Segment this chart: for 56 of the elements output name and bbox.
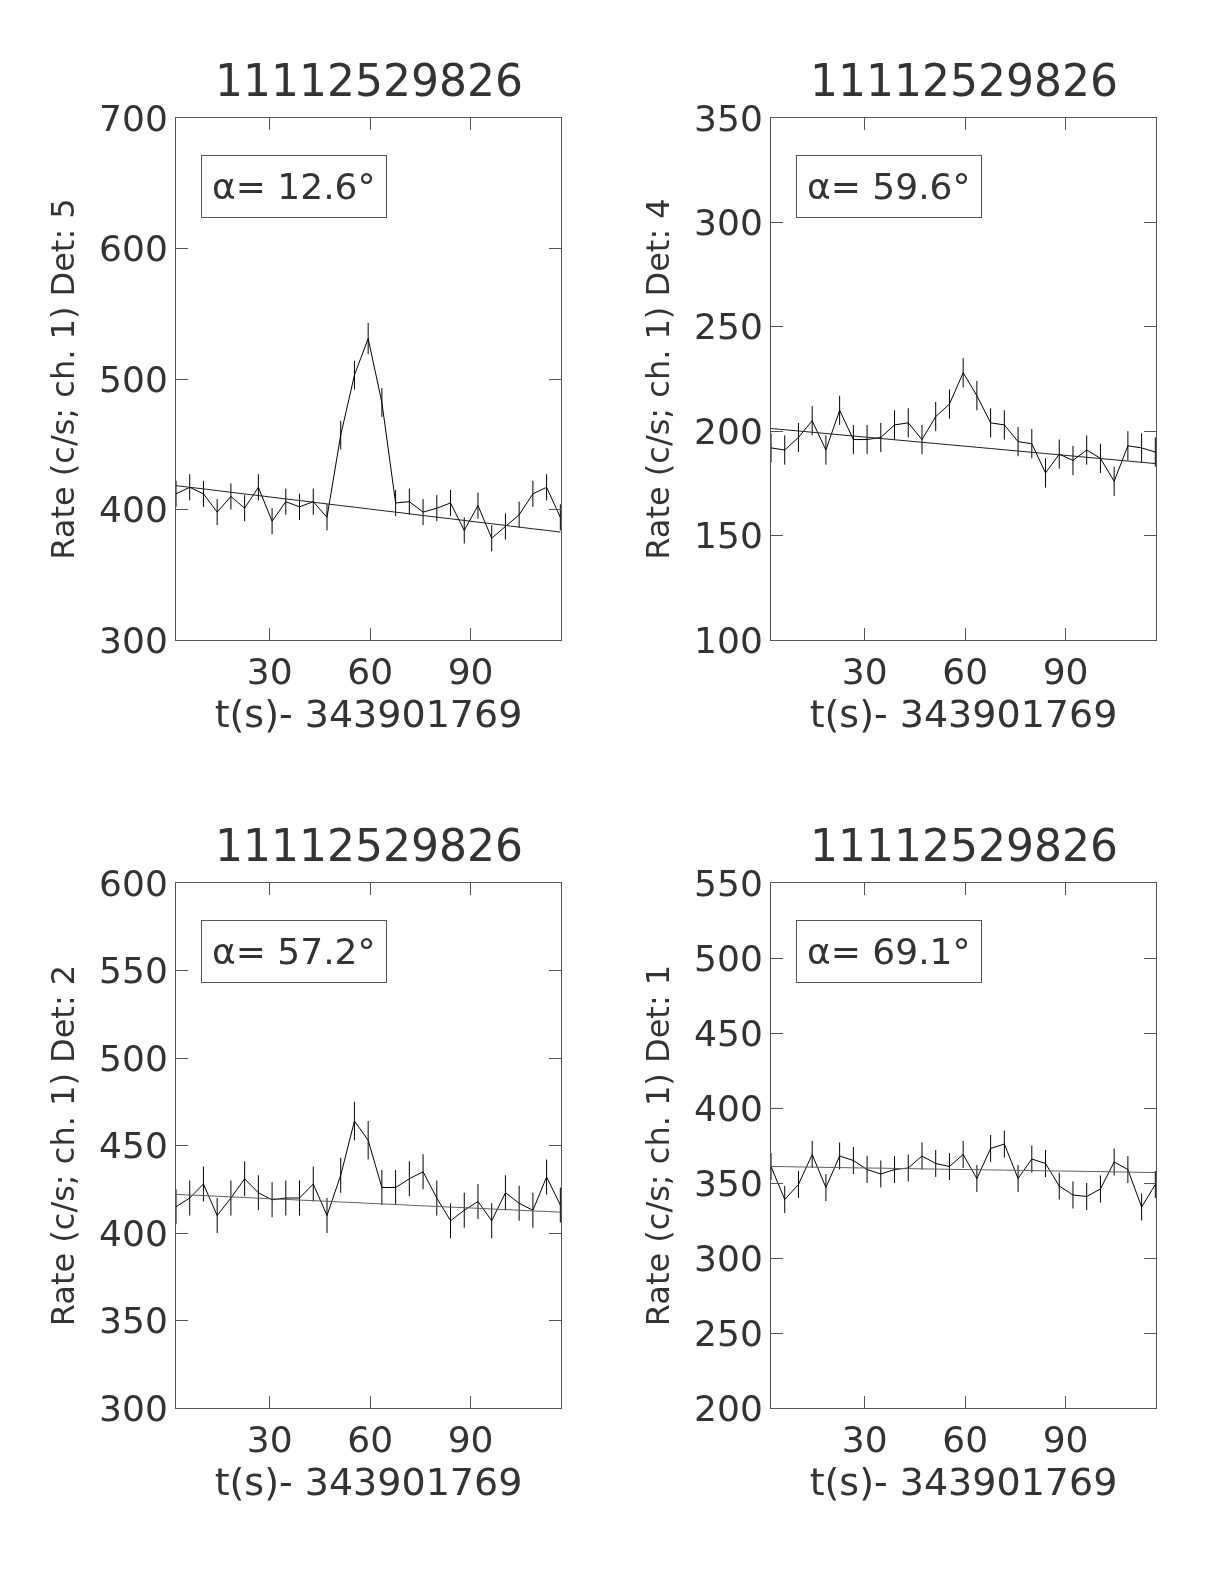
y-tick-label: 350 [694, 97, 763, 139]
y-tick-label: 500 [694, 937, 763, 979]
y-tick-label: 700 [99, 97, 168, 139]
y-axis-title: Rate (c/s; ch. 1) Det: 1 [639, 964, 678, 1327]
y-tick-label: 300 [694, 202, 763, 243]
x-tick-label: 60 [942, 651, 989, 693]
y-tick-label: 400 [99, 489, 168, 531]
y-tick-label: 400 [694, 1087, 763, 1129]
y-tick-label: 550 [694, 862, 763, 904]
annotation: α= 12.6° [212, 166, 376, 207]
y-tick-label: 350 [99, 1300, 168, 1342]
line-series [771, 427, 1156, 465]
x-axis-title: t(s)- 343901769 [214, 692, 523, 737]
y-tick-label: 250 [694, 306, 763, 348]
y-tick-label: 550 [99, 950, 168, 992]
x-tick-label: 90 [1042, 651, 1089, 693]
y-tick-label: 600 [99, 228, 168, 270]
y-tick-label: 200 [694, 410, 763, 452]
y-tick-label: 200 [694, 1387, 763, 1429]
x-tick-label: 90 [447, 651, 494, 693]
y-tick-label: 600 [99, 862, 168, 904]
y-tick-label: 300 [694, 1237, 763, 1279]
annotation: α= 69.1° [807, 931, 971, 972]
y-axis-title: Rate (c/s; ch. 1) Det: 5 [44, 198, 83, 560]
x-axis-title: t(s)- 343901769 [809, 1460, 1118, 1505]
x-tick-label: 90 [1042, 1419, 1089, 1461]
x-tick-label: 60 [942, 1419, 989, 1461]
y-tick-label: 500 [99, 1037, 168, 1079]
x-tick-label: 30 [841, 651, 888, 693]
x-axis-title: t(s)- 343901769 [214, 1460, 523, 1505]
x-tick-label: 60 [347, 1419, 394, 1461]
x-tick-label: 90 [447, 1419, 494, 1461]
x-axis-title: t(s)- 343901769 [809, 692, 1118, 737]
y-tick-label: 400 [99, 1212, 168, 1254]
y-axis-title: Rate (c/s; ch. 1) Det: 4 [639, 198, 678, 560]
annotation: α= 59.6° [807, 166, 971, 207]
chart-title: 11112529826 [215, 820, 523, 871]
x-tick-label: 30 [246, 1419, 293, 1461]
y-tick-label: 300 [99, 619, 168, 661]
x-tick-label: 60 [347, 651, 394, 693]
chart-title: 11112529826 [810, 820, 1118, 871]
y-tick-label: 350 [694, 1162, 763, 1204]
y-tick-label: 250 [694, 1312, 763, 1354]
chart-title: 11112529826 [215, 55, 523, 106]
y-tick-label: 300 [99, 1387, 168, 1429]
y-tick-label: 150 [694, 515, 763, 557]
y-tick-label: 450 [694, 1012, 763, 1054]
y-axis-title: Rate (c/s; ch. 1) Det: 2 [44, 964, 83, 1327]
x-tick-label: 30 [841, 1419, 888, 1461]
line-series [176, 485, 561, 533]
annotation: α= 57.2° [212, 931, 376, 972]
y-tick-label: 100 [694, 619, 763, 661]
y-tick-label: 500 [99, 358, 168, 400]
x-tick-label: 30 [246, 651, 293, 693]
chart-title: 11112529826 [810, 55, 1118, 106]
y-tick-label: 450 [99, 1125, 168, 1167]
